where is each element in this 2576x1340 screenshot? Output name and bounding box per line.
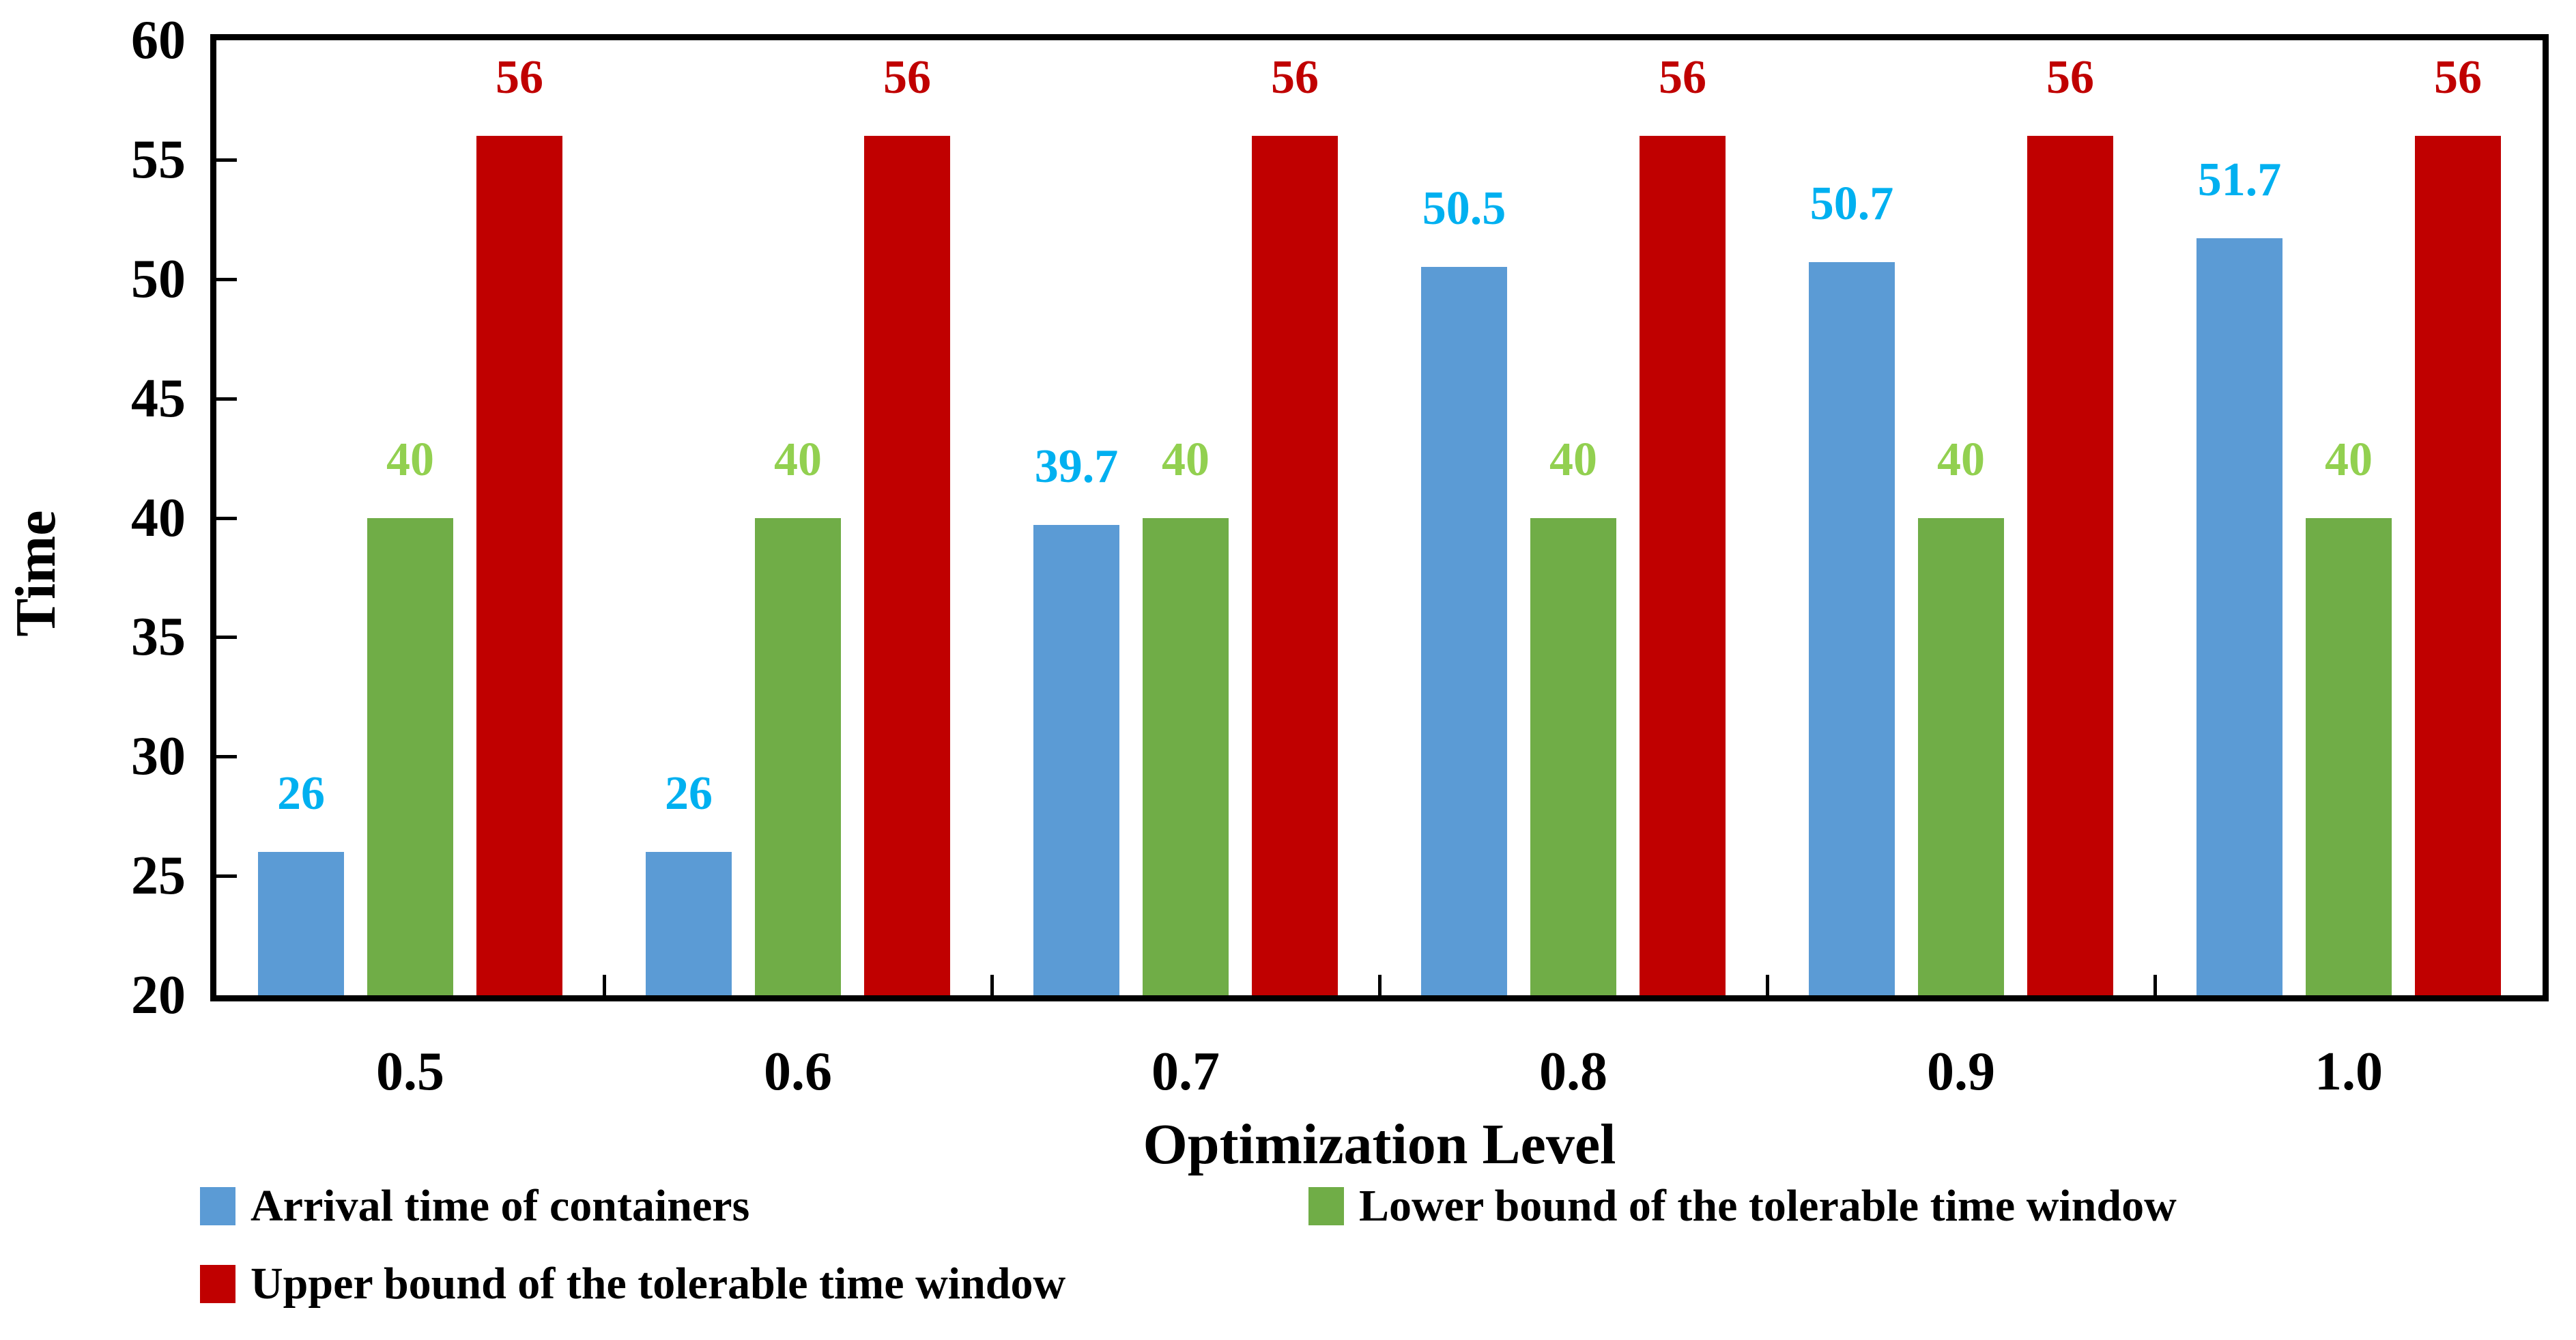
y-axis-tick-label: 25 (131, 846, 186, 907)
y-axis-tick-label: 40 (131, 487, 186, 548)
bar (1530, 517, 1616, 995)
bar-value-label: 56 (2434, 51, 2482, 104)
x-axis-tick-label: 0.5 (376, 1042, 444, 1102)
bar (2415, 135, 2501, 995)
bar (1033, 525, 1119, 995)
y-axis-tick (216, 874, 237, 879)
bar-value-label: 26 (665, 767, 713, 821)
legend-label: Arrival time of containers (251, 1181, 750, 1231)
x-axis-tick (990, 975, 994, 995)
bar-value-label: 50.5 (1422, 182, 1506, 236)
bar-value-label: 39.7 (1034, 440, 1119, 493)
bar (2027, 135, 2113, 995)
bar (1918, 517, 2004, 995)
y-axis-tick (216, 158, 237, 162)
bar-value-label: 40 (774, 433, 822, 486)
bar (646, 852, 732, 995)
x-axis-tick (603, 975, 606, 995)
bar-value-label: 40 (1937, 433, 1985, 486)
bar (1809, 262, 1895, 995)
y-axis-tick-label: 30 (131, 726, 186, 787)
y-axis-tick-label: 35 (131, 607, 186, 668)
x-axis-tick-label: 0.7 (1151, 1042, 1220, 1102)
bar-value-label: 40 (1549, 433, 1597, 486)
legend-swatch-green (1308, 1187, 1344, 1225)
bar-group-0.9: 50.7 40 56 (1767, 40, 2155, 995)
legend-item-lower-bound: Lower bound of the tolerable time window (1308, 1175, 2177, 1237)
y-axis-tick (216, 397, 237, 401)
y-axis-tick-label: 45 (131, 368, 186, 429)
y-axis-tick (216, 516, 237, 520)
bar (367, 517, 453, 995)
legend-label: Lower bound of the tolerable time window (1359, 1181, 2177, 1231)
bar-value-label: 40 (2325, 433, 2373, 486)
legend-swatch-blue (200, 1187, 235, 1225)
legend-label: Upper bound of the tolerable time window (251, 1259, 1066, 1309)
plot-area: 26 40 56 26 40 56 39.7 40 56 50.5 40 56 50.7 40 56 51.7… (210, 34, 2549, 1001)
y-axis-tick (216, 277, 237, 281)
bar (1252, 135, 1338, 995)
x-axis-tick-label: 0.8 (1539, 1042, 1607, 1102)
y-axis-tick-label: 60 (131, 10, 186, 70)
bar-value-label: 50.7 (1809, 177, 1894, 231)
bar-value-label: 56 (1271, 51, 1319, 104)
y-axis-tick-label: 50 (131, 248, 186, 309)
legend-swatch-red (200, 1265, 235, 1303)
bar-value-label: 51.7 (2197, 154, 2282, 207)
bar (476, 135, 562, 995)
bar (864, 135, 950, 995)
y-axis-tick-label: 20 (131, 965, 186, 1025)
legend-item-upper-bound: Upper bound of the tolerable time window (200, 1253, 1065, 1315)
bar-group-1.0: 51.7 40 56 (2155, 40, 2543, 995)
bar-group-0.8: 50.5 40 56 (1379, 40, 1767, 995)
bar (1143, 517, 1229, 995)
y-axis-tick (216, 755, 237, 759)
bar-value-label: 56 (883, 51, 931, 104)
bar-value-label: 26 (277, 767, 325, 821)
x-axis-tick-label: 0.9 (1927, 1042, 1995, 1102)
bar-group-0.5: 26 40 56 (216, 40, 604, 995)
legend-item-arrival-time: Arrival time of containers (200, 1175, 749, 1237)
bar (755, 517, 841, 995)
x-axis-tick-label: 1.0 (2315, 1042, 2383, 1102)
plot-inner: 26 40 56 26 40 56 39.7 40 56 50.5 40 56 50.7 40 56 51.7… (216, 40, 2543, 995)
bar-value-label: 40 (1162, 433, 1210, 486)
y-axis-tick-label: 55 (131, 129, 186, 190)
y-axis-tick (216, 636, 237, 640)
x-axis-tick (1378, 975, 1382, 995)
bar-value-label: 40 (386, 433, 434, 486)
y-axis-title: Time (4, 510, 68, 637)
bar (2196, 238, 2282, 995)
bar (1640, 135, 1726, 995)
bar-value-label: 56 (2046, 51, 2094, 104)
bar (2306, 517, 2392, 995)
bar-value-label: 56 (496, 51, 543, 104)
bar (258, 852, 344, 995)
x-axis-title: Optimization Level (1143, 1113, 1616, 1176)
x-axis-tick (1766, 975, 1769, 995)
x-axis-tick-label: 0.6 (764, 1042, 832, 1102)
x-axis-tick (2153, 975, 2157, 995)
bar-value-label: 56 (1659, 51, 1706, 104)
bar-group-0.7: 39.7 40 56 (992, 40, 1379, 995)
bar-group-0.6: 26 40 56 (604, 40, 992, 995)
bar (1421, 267, 1507, 995)
